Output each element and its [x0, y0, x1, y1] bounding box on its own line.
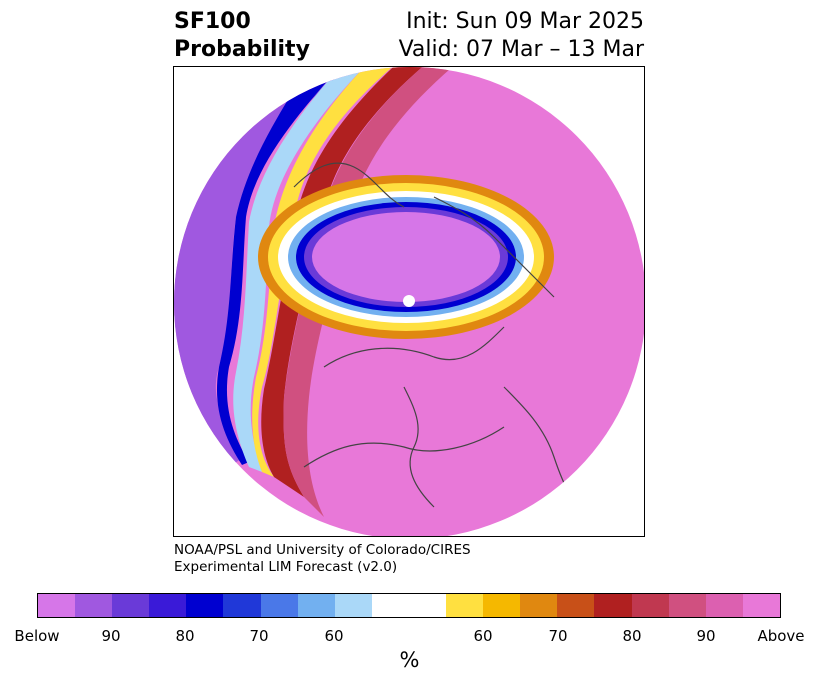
- colorbar: [37, 593, 781, 618]
- credit-line-1: NOAA/PSL and University of Colorado/CIRE…: [174, 542, 471, 558]
- west-band-blue: [216, 67, 349, 465]
- credit-text: NOAA/PSL and University of Colorado/CIRE…: [174, 542, 471, 576]
- colorbar-cell: [260, 594, 298, 617]
- colorbar-cell: [186, 594, 224, 617]
- credit-line-2: Experimental LIM Forecast (v2.0): [174, 559, 398, 575]
- init-date: Init: Sun 09 Mar 2025: [406, 9, 644, 34]
- colorbar-tick-label: 80: [622, 627, 642, 645]
- colorbar-tick-label: 90: [101, 627, 121, 645]
- colorbar-cell: [594, 594, 632, 617]
- map-disk: [174, 67, 644, 536]
- pole-marker: [403, 295, 415, 307]
- colorbar-tick-label: Below: [14, 627, 60, 645]
- colorbar-tick-label: Above: [757, 627, 805, 645]
- colorbar-tick-label: 70: [548, 627, 568, 645]
- colorbar-cell: [223, 594, 261, 617]
- colorbar-cell: [483, 594, 521, 617]
- colorbar-tick-label: 60: [324, 627, 344, 645]
- colorbar-cell: [742, 594, 780, 617]
- map-title: SF100 Probability: [174, 8, 310, 64]
- colorbar-tick-label: 80: [175, 627, 195, 645]
- colorbar-cell: [668, 594, 706, 617]
- product-kind: Probability: [174, 37, 310, 62]
- colorbar-cell: [446, 594, 484, 617]
- colorbar-tick-label: 70: [249, 627, 269, 645]
- colorbar-cell: [557, 594, 595, 617]
- valid-range: Valid: 07 Mar – 13 Mar: [398, 37, 644, 62]
- colorbar-unit: %: [399, 648, 420, 672]
- colorbar-cell: [371, 594, 409, 617]
- map-panel: [173, 66, 645, 537]
- colorbar-cell: [297, 594, 335, 617]
- colorbar-cell: [520, 594, 558, 617]
- below-center: [312, 212, 500, 302]
- colorbar-tick-label: 90: [696, 627, 716, 645]
- colorbar-cell: [705, 594, 743, 617]
- colorbar-cell: [631, 594, 669, 617]
- probability-map: [174, 67, 644, 536]
- colorbar-cell: [38, 594, 76, 617]
- colorbar-tick-label: 60: [473, 627, 493, 645]
- colorbar-cell: [408, 594, 447, 617]
- colorbar-ticks: Below 90 80 70 60 60 70 80 90 Above: [0, 627, 819, 647]
- colorbar-cell: [334, 594, 372, 617]
- product-name: SF100: [174, 9, 251, 34]
- forecast-dates: Init: Sun 09 Mar 2025 Valid: 07 Mar – 13…: [399, 8, 644, 64]
- colorbar-cell: [112, 594, 150, 617]
- colorbar-cell: [75, 594, 113, 617]
- colorbar-cell: [149, 594, 187, 617]
